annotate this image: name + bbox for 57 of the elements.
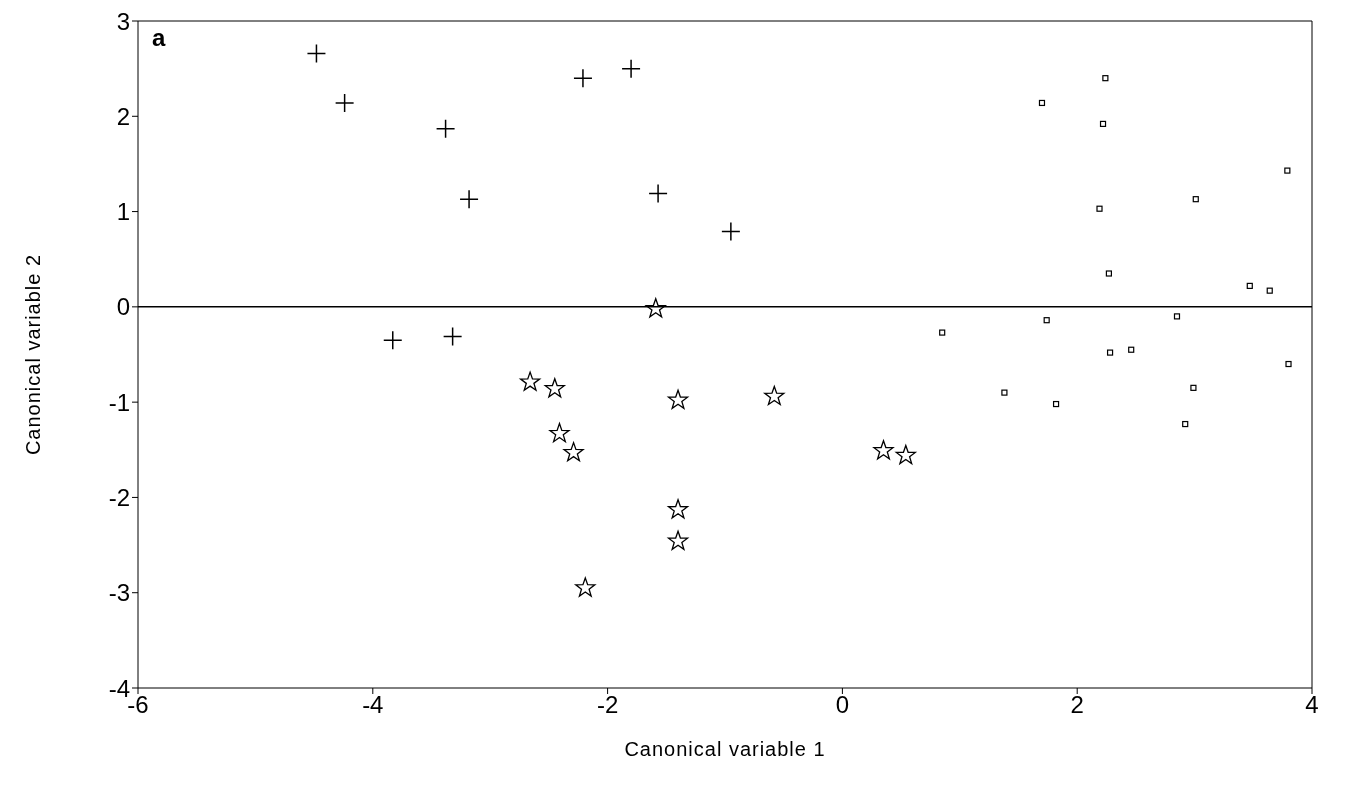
point: [306, 43, 327, 64]
point: [1246, 282, 1253, 289]
y-tick-label: -1: [108, 388, 130, 416]
point: [621, 58, 641, 79]
point: [667, 530, 689, 550]
point: [1043, 317, 1050, 324]
point: [1285, 360, 1292, 368]
point: [1128, 346, 1135, 353]
point: [519, 371, 541, 391]
point: [573, 68, 593, 88]
x-tick-label: 4: [1305, 691, 1319, 719]
point: [1284, 167, 1291, 174]
point: [442, 326, 463, 347]
point: [1266, 287, 1273, 294]
point: [645, 298, 666, 318]
point: [648, 183, 668, 204]
point: [667, 499, 689, 519]
point: [334, 93, 355, 113]
point: [459, 189, 479, 209]
point: [1190, 384, 1197, 391]
point: [563, 441, 584, 462]
point: [435, 118, 456, 139]
x-tick-label: 2: [1070, 691, 1084, 719]
point: [895, 444, 916, 465]
y-tick-label: 1: [116, 198, 130, 226]
point: [873, 440, 894, 460]
point: [1096, 205, 1103, 212]
point: [1173, 313, 1181, 320]
point: [667, 389, 689, 409]
x-tick-label: -2: [596, 691, 619, 719]
point: [1182, 420, 1189, 428]
x-axis-title: Canonical variable 1: [624, 738, 826, 760]
point: [1106, 349, 1114, 356]
y-tick-label: 3: [116, 7, 130, 35]
point: [544, 378, 565, 398]
y-tick-label: -3: [108, 579, 130, 607]
point: [549, 422, 570, 443]
point: [1105, 270, 1112, 277]
point: [1102, 75, 1109, 82]
annotation: a: [152, 24, 166, 52]
point: [1192, 196, 1199, 203]
point: [1001, 389, 1008, 396]
y-tick-label: -4: [108, 674, 130, 702]
y-tick-label: -2: [108, 483, 130, 511]
point: [764, 385, 785, 406]
x-tick-label: -4: [362, 691, 384, 719]
point: [721, 221, 741, 242]
point: [939, 329, 946, 336]
y-axis-title: Canonical variable 2: [22, 253, 45, 456]
point: [1099, 120, 1107, 128]
point: [383, 330, 403, 350]
point: [1038, 99, 1046, 107]
point: [1052, 400, 1060, 408]
x-tick-label: 0: [835, 691, 850, 719]
y-tick-label: 2: [116, 102, 130, 130]
point: [575, 577, 596, 597]
y-tick-label: 0: [116, 293, 130, 321]
